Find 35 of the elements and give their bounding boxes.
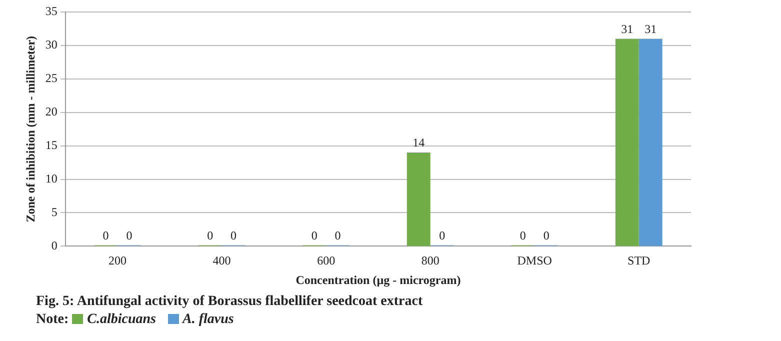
bar (406, 152, 430, 246)
data-label: 0 (334, 228, 341, 242)
data-label: 31 (621, 22, 634, 36)
bar (638, 38, 662, 246)
legend-title: Note: (36, 312, 69, 327)
y-tick-label: 5 (51, 204, 58, 219)
legend-label: A. flavus (182, 312, 234, 327)
y-tick-label: 10 (45, 171, 58, 186)
data-label: 0 (230, 228, 237, 242)
text: Fig. 5: Antifungal activity of Borassus flabellifer seedcoat extract (36, 293, 423, 311)
data-label: 0 (543, 228, 550, 242)
x-tick-label: 600 (317, 254, 336, 268)
x-tick-label: 200 (108, 254, 127, 268)
x-tick-label: 800 (421, 254, 440, 268)
data-label: 0 (439, 228, 446, 242)
data-label: 0 (102, 228, 109, 242)
bar (615, 38, 639, 246)
legend-label: C.albicuans (87, 312, 156, 327)
y-tick-label: 20 (45, 104, 58, 119)
y-tick-label: 35 (45, 4, 58, 18)
y-axis-title: Zone of inhibition (mm - millimeter) (23, 36, 38, 222)
y-tick-label: 0 (51, 238, 58, 252)
x-tick-label: STD (628, 254, 651, 268)
data-label: 0 (207, 228, 214, 242)
y-tick-label: 30 (45, 38, 58, 52)
y-tick-label: 15 (45, 138, 58, 152)
x-tick-label: 400 (212, 254, 231, 268)
data-label: 14 (412, 136, 425, 150)
data-label: 0 (520, 228, 526, 242)
data-label: 31 (644, 22, 657, 36)
y-tick-label: 25 (45, 71, 58, 86)
data-label: 0 (311, 228, 318, 242)
x-tick-label: DMSO (517, 254, 552, 268)
x-axis-title: Concentration (µg - microgram) (296, 272, 461, 287)
data-label: 0 (126, 228, 132, 242)
